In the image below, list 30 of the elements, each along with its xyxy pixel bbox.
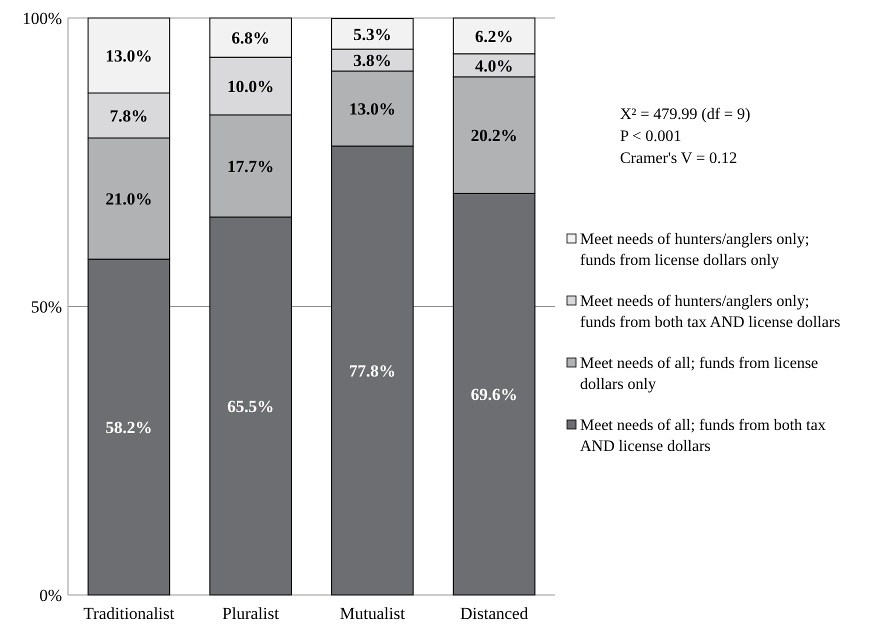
data-label: 4.0% <box>475 56 514 76</box>
data-label: 5.3% <box>353 24 392 44</box>
data-label: 20.2% <box>470 126 518 146</box>
legend-label: Meet needs of all; funds from both tax AND license dollars <box>580 417 826 455</box>
legend-label: Meet needs of hunters/anglers only; funds from license dollars only <box>580 231 810 269</box>
data-label: 10.0% <box>227 77 274 96</box>
data-label: 69.6% <box>470 385 518 404</box>
data-label: 58.2% <box>106 418 152 438</box>
data-label: 13.0% <box>349 100 396 119</box>
x-tick-label: Traditionalist <box>83 604 175 623</box>
x-tick-label: Mutualist <box>340 604 406 623</box>
text: P < 0.001 <box>620 128 682 145</box>
text: X² = 479.99 (df = 9) <box>620 106 750 123</box>
legend-label: Meet needs of all; funds from license dollars only <box>580 355 818 393</box>
y-tick-label: 100% <box>22 8 62 28</box>
legend-label: Meet needs of hunters/anglers only; funds from both tax AND license dollars <box>580 293 840 331</box>
data-label: 77.8% <box>349 361 396 380</box>
y-tick-label: 0% <box>39 586 62 605</box>
data-label: 13.0% <box>106 46 152 66</box>
text: Cramer's V = 0.12 <box>620 150 738 167</box>
data-label: 6.2% <box>475 26 514 46</box>
data-label: 21.0% <box>106 190 152 209</box>
data-label: 3.8% <box>353 51 392 70</box>
x-tick-label: Pluralist <box>222 604 280 623</box>
y-tick-label: 50% <box>30 297 62 316</box>
x-tick-label: Distanced <box>460 604 529 623</box>
data-label: 6.8% <box>232 28 270 48</box>
data-label: 17.7% <box>227 156 274 176</box>
data-label: 7.8% <box>110 106 148 126</box>
data-label: 65.5% <box>227 396 274 416</box>
